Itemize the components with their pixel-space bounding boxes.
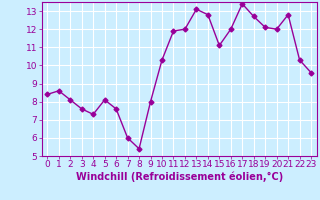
X-axis label: Windchill (Refroidissement éolien,°C): Windchill (Refroidissement éolien,°C) — [76, 172, 283, 182]
